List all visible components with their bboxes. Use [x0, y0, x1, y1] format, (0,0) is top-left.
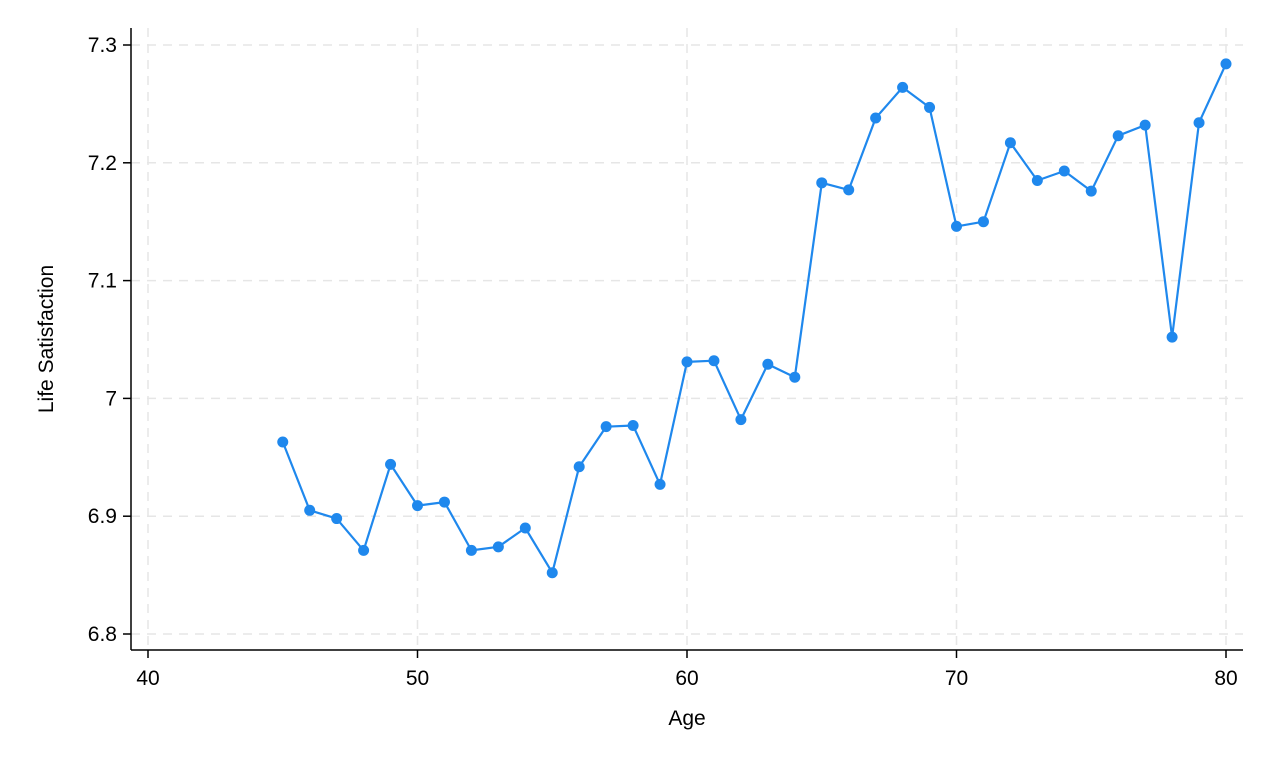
y-tick-label: 6.9: [88, 505, 117, 528]
data-point: [465, 544, 477, 556]
data-point: [1166, 331, 1178, 343]
data-point: [951, 220, 962, 232]
data-point: [681, 356, 693, 368]
data-point: [1031, 174, 1043, 186]
data-point: [385, 458, 397, 470]
data-point: [358, 544, 370, 556]
data-point: [897, 81, 909, 93]
x-tick-label: 50: [406, 667, 429, 690]
y-tick-label: 7: [105, 387, 117, 410]
grid: [131, 28, 1243, 650]
data-point: [708, 355, 720, 367]
x-tick-label: 40: [136, 667, 159, 690]
x-axis-title: Age: [668, 707, 705, 730]
data-point: [762, 358, 774, 370]
data-point: [735, 414, 747, 426]
y-axis-title: Life Satisfaction: [35, 265, 58, 413]
data-point: [1139, 119, 1151, 131]
data-point: [816, 177, 828, 189]
data-point: [438, 496, 450, 508]
data-point: [412, 500, 423, 512]
data-point: [546, 567, 558, 579]
data-point: [1004, 137, 1016, 149]
x-tick-label: 80: [1214, 667, 1237, 690]
data-point: [843, 184, 855, 196]
x-tick-label: 70: [945, 667, 968, 690]
data-point: [1220, 58, 1232, 70]
y-tick-label: 6.8: [88, 623, 117, 646]
ticks: 40 50 60 70 80 6.8 6.9 7 7.1 7.2 7.3: [88, 34, 1238, 690]
data-point: [789, 371, 801, 383]
data-point: [573, 461, 585, 473]
x-tick-label: 60: [675, 667, 698, 690]
data-point: [519, 522, 531, 534]
data-point: [492, 541, 504, 553]
data-point: [331, 513, 343, 525]
series-line: [281, 63, 1227, 574]
data-point: [924, 101, 936, 113]
data-point: [1112, 130, 1124, 142]
data-point: [277, 436, 289, 448]
series: [277, 58, 1232, 579]
data-point: [1193, 117, 1205, 129]
data-point: [654, 478, 666, 490]
data-point: [600, 421, 612, 433]
data-point: [1058, 165, 1070, 177]
y-tick-label: 7.3: [88, 34, 117, 57]
data-point: [304, 504, 316, 516]
data-point: [977, 216, 989, 228]
data-point: [627, 419, 639, 431]
data-point: [1085, 185, 1097, 197]
data-point: [870, 112, 882, 124]
y-tick-label: 7.1: [88, 270, 117, 293]
y-tick-label: 7.2: [88, 152, 117, 175]
